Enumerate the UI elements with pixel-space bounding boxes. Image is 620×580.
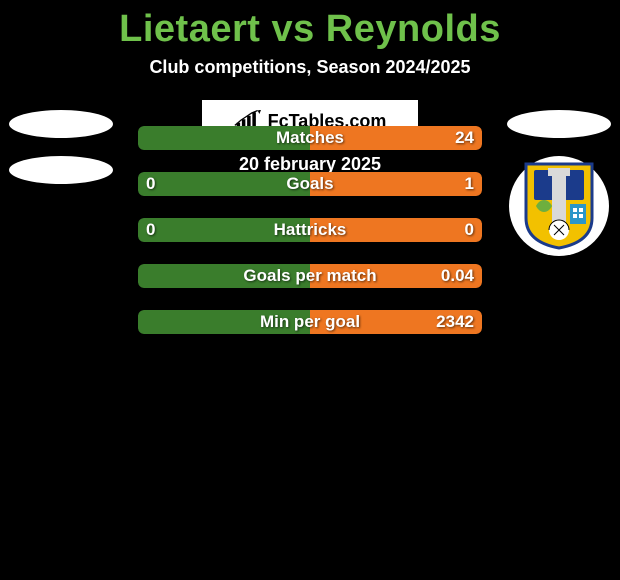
stat-row: Matches 24 xyxy=(138,126,482,150)
stat-row: Min per goal 2342 xyxy=(138,310,482,334)
stat-bar-left xyxy=(138,172,310,196)
right-team-crest xyxy=(509,156,609,256)
stat-value-right: 1 xyxy=(465,174,474,194)
stat-value-left: 0 xyxy=(146,220,155,240)
shield-icon xyxy=(524,162,594,250)
stat-rows-container: Matches 24 0 Goals 1 0 Hattricks 0 Goals per mat… xyxy=(138,126,482,334)
stat-label: Min per goal xyxy=(260,312,360,332)
stat-label: Goals xyxy=(286,174,333,194)
left-team-badge-placeholder-1 xyxy=(9,110,113,138)
stat-label: Goals per match xyxy=(243,266,376,286)
left-badges-column xyxy=(6,110,116,184)
right-team-badge-placeholder-1 xyxy=(507,110,611,138)
stat-value-right: 0 xyxy=(465,220,474,240)
stat-value-right: 0.04 xyxy=(441,266,474,286)
stat-row: 0 Hattricks 0 xyxy=(138,218,482,242)
stat-value-right: 24 xyxy=(455,128,474,148)
left-team-badge-placeholder-2 xyxy=(9,156,113,184)
stat-row: 0 Goals 1 xyxy=(138,172,482,196)
right-badges-column xyxy=(504,110,614,256)
page-title: Lietaert vs Reynolds xyxy=(0,0,620,51)
stat-value-left: 0 xyxy=(146,174,155,194)
stat-label: Hattricks xyxy=(274,220,347,240)
stat-bar-right xyxy=(310,172,482,196)
stat-row: Goals per match 0.04 xyxy=(138,264,482,288)
subtitle: Club competitions, Season 2024/2025 xyxy=(0,57,620,78)
stat-label: Matches xyxy=(276,128,344,148)
stat-value-right: 2342 xyxy=(436,312,474,332)
